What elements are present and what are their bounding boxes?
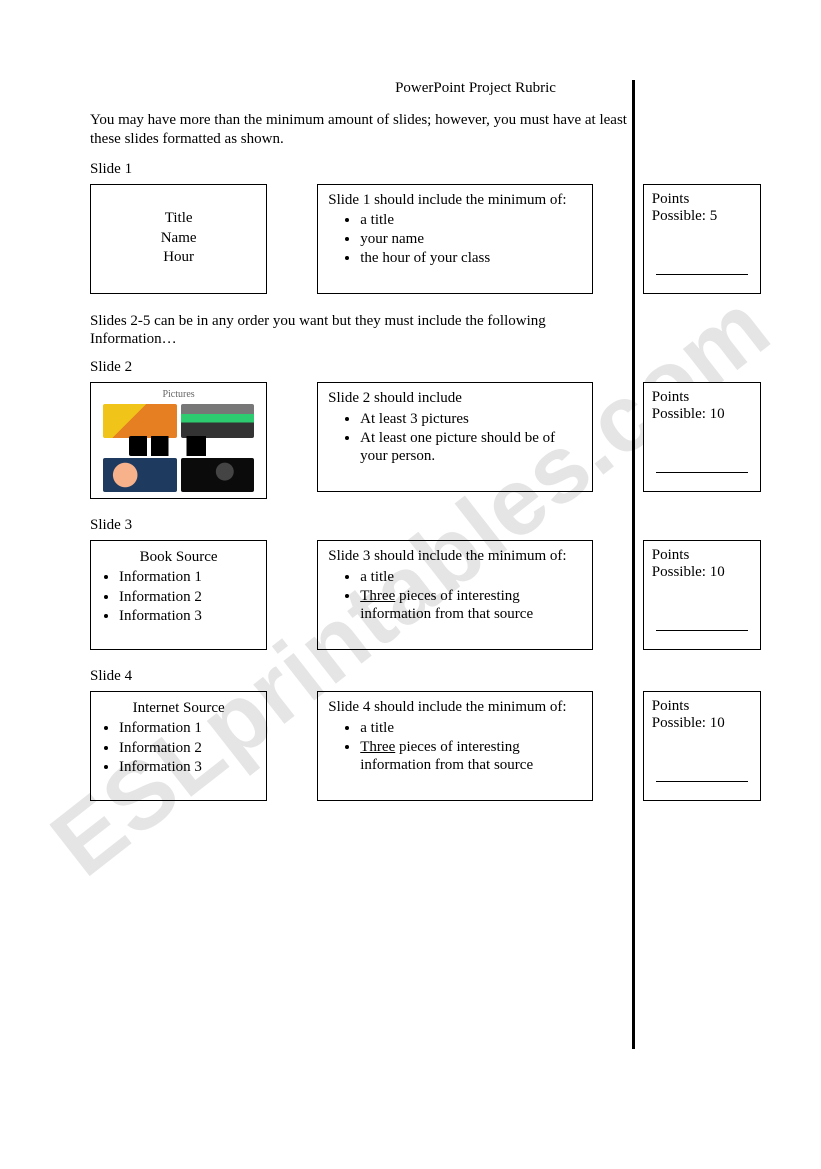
slide4-thumb-title: Internet Source <box>101 700 256 717</box>
points-blank-line <box>656 630 748 631</box>
slide4-thumb-item: Information 1 <box>119 719 256 739</box>
slide1-thumb-title: Title <box>165 209 193 229</box>
intro-text: You may have more than the minimum amoun… <box>90 111 630 149</box>
points-label: Points <box>652 547 752 564</box>
points-blank-line <box>656 274 748 275</box>
slide3-row: Book Source Information 1 Information 2 … <box>90 540 761 650</box>
underline-word: Three <box>360 739 395 755</box>
slide1-thumb-hour: Hour <box>163 248 194 268</box>
page-title: PowerPoint Project Rubric <box>90 80 761 97</box>
points-possible: Possible: 10 <box>652 406 752 423</box>
slide4-req-head: Slide 4 should include the minimum of: <box>328 698 582 717</box>
slide3-thumb: Book Source Information 1 Information 2 … <box>90 540 267 650</box>
slide1-row: Title Name Hour Slide 1 should include t… <box>90 184 761 294</box>
slide3-thumb-item: Information 1 <box>119 568 256 588</box>
page: ESLprintables.com PowerPoint Project Rub… <box>0 0 821 1169</box>
slide4-thumb: Internet Source Information 1 Informatio… <box>90 691 267 801</box>
slide3-thumb-title: Book Source <box>101 549 256 566</box>
slide1-req-head: Slide 1 should include the minimum of: <box>328 191 582 210</box>
slide3-req-head: Slide 3 should include the minimum of: <box>328 547 582 566</box>
picture-icon <box>103 404 177 438</box>
slide4-label: Slide 4 <box>90 668 761 685</box>
slide4-requirements: Slide 4 should include the minimum of: a… <box>317 691 593 801</box>
points-label: Points <box>652 191 752 208</box>
slide2-pictures-wrap: Pictures <box>97 389 260 492</box>
slide2-requirements: Slide 2 should include At least 3 pictur… <box>317 382 593 492</box>
slide3-label: Slide 3 <box>90 517 761 534</box>
picture-icon <box>103 458 177 492</box>
slide1-requirements: Slide 1 should include the minimum of: a… <box>317 184 593 294</box>
slide1-label: Slide 1 <box>90 161 761 178</box>
slide1-points: Points Possible: 5 <box>643 184 761 294</box>
points-possible: Possible: 5 <box>652 208 752 225</box>
slide4-row: Internet Source Information 1 Informatio… <box>90 691 761 801</box>
slide2-thumb-title: Pictures <box>97 389 260 400</box>
slide2-req-item: At least one picture should be of your p… <box>360 429 582 467</box>
slide3-req-item: a title <box>360 568 582 587</box>
picture-icon <box>129 436 228 456</box>
slide4-req-item: a title <box>360 719 582 738</box>
points-possible: Possible: 10 <box>652 564 752 581</box>
slide3-requirements: Slide 3 should include the minimum of: a… <box>317 540 593 650</box>
slide2-pics-grid <box>97 404 260 492</box>
slide1-req-item: the hour of your class <box>360 249 582 268</box>
slide2-label: Slide 2 <box>90 359 761 376</box>
slide1-req-item: a title <box>360 211 582 230</box>
slide3-thumb-item: Information 3 <box>119 607 256 627</box>
between-text: Slides 2-5 can be in any order you want … <box>90 312 630 350</box>
slide2-thumb: Pictures <box>90 382 267 499</box>
vertical-divider <box>632 80 635 1049</box>
slide1-thumb: Title Name Hour <box>90 184 267 294</box>
slide3-req-item: Three pieces of interesting information … <box>360 587 582 625</box>
slide4-points: Points Possible: 10 <box>643 691 761 801</box>
slide3-points: Points Possible: 10 <box>643 540 761 650</box>
slide1-req-item: your name <box>360 230 582 249</box>
slide2-req-head: Slide 2 should include <box>328 389 582 408</box>
points-blank-line <box>656 781 748 782</box>
points-blank-line <box>656 472 748 473</box>
slide2-points: Points Possible: 10 <box>643 382 761 492</box>
points-label: Points <box>652 389 752 406</box>
slide2-row: Pictures Slide 2 should include At least… <box>90 382 761 499</box>
points-label: Points <box>652 698 752 715</box>
picture-icon <box>181 404 255 438</box>
slide4-req-item: Three pieces of interesting information … <box>360 738 582 776</box>
underline-word: Three <box>360 588 395 604</box>
slide1-thumb-name: Name <box>161 229 197 249</box>
slide3-thumb-item: Information 2 <box>119 588 256 608</box>
points-possible: Possible: 10 <box>652 715 752 732</box>
slide4-thumb-item: Information 2 <box>119 739 256 759</box>
picture-icon <box>181 458 255 492</box>
slide2-req-item: At least 3 pictures <box>360 410 582 429</box>
slide4-thumb-item: Information 3 <box>119 758 256 778</box>
